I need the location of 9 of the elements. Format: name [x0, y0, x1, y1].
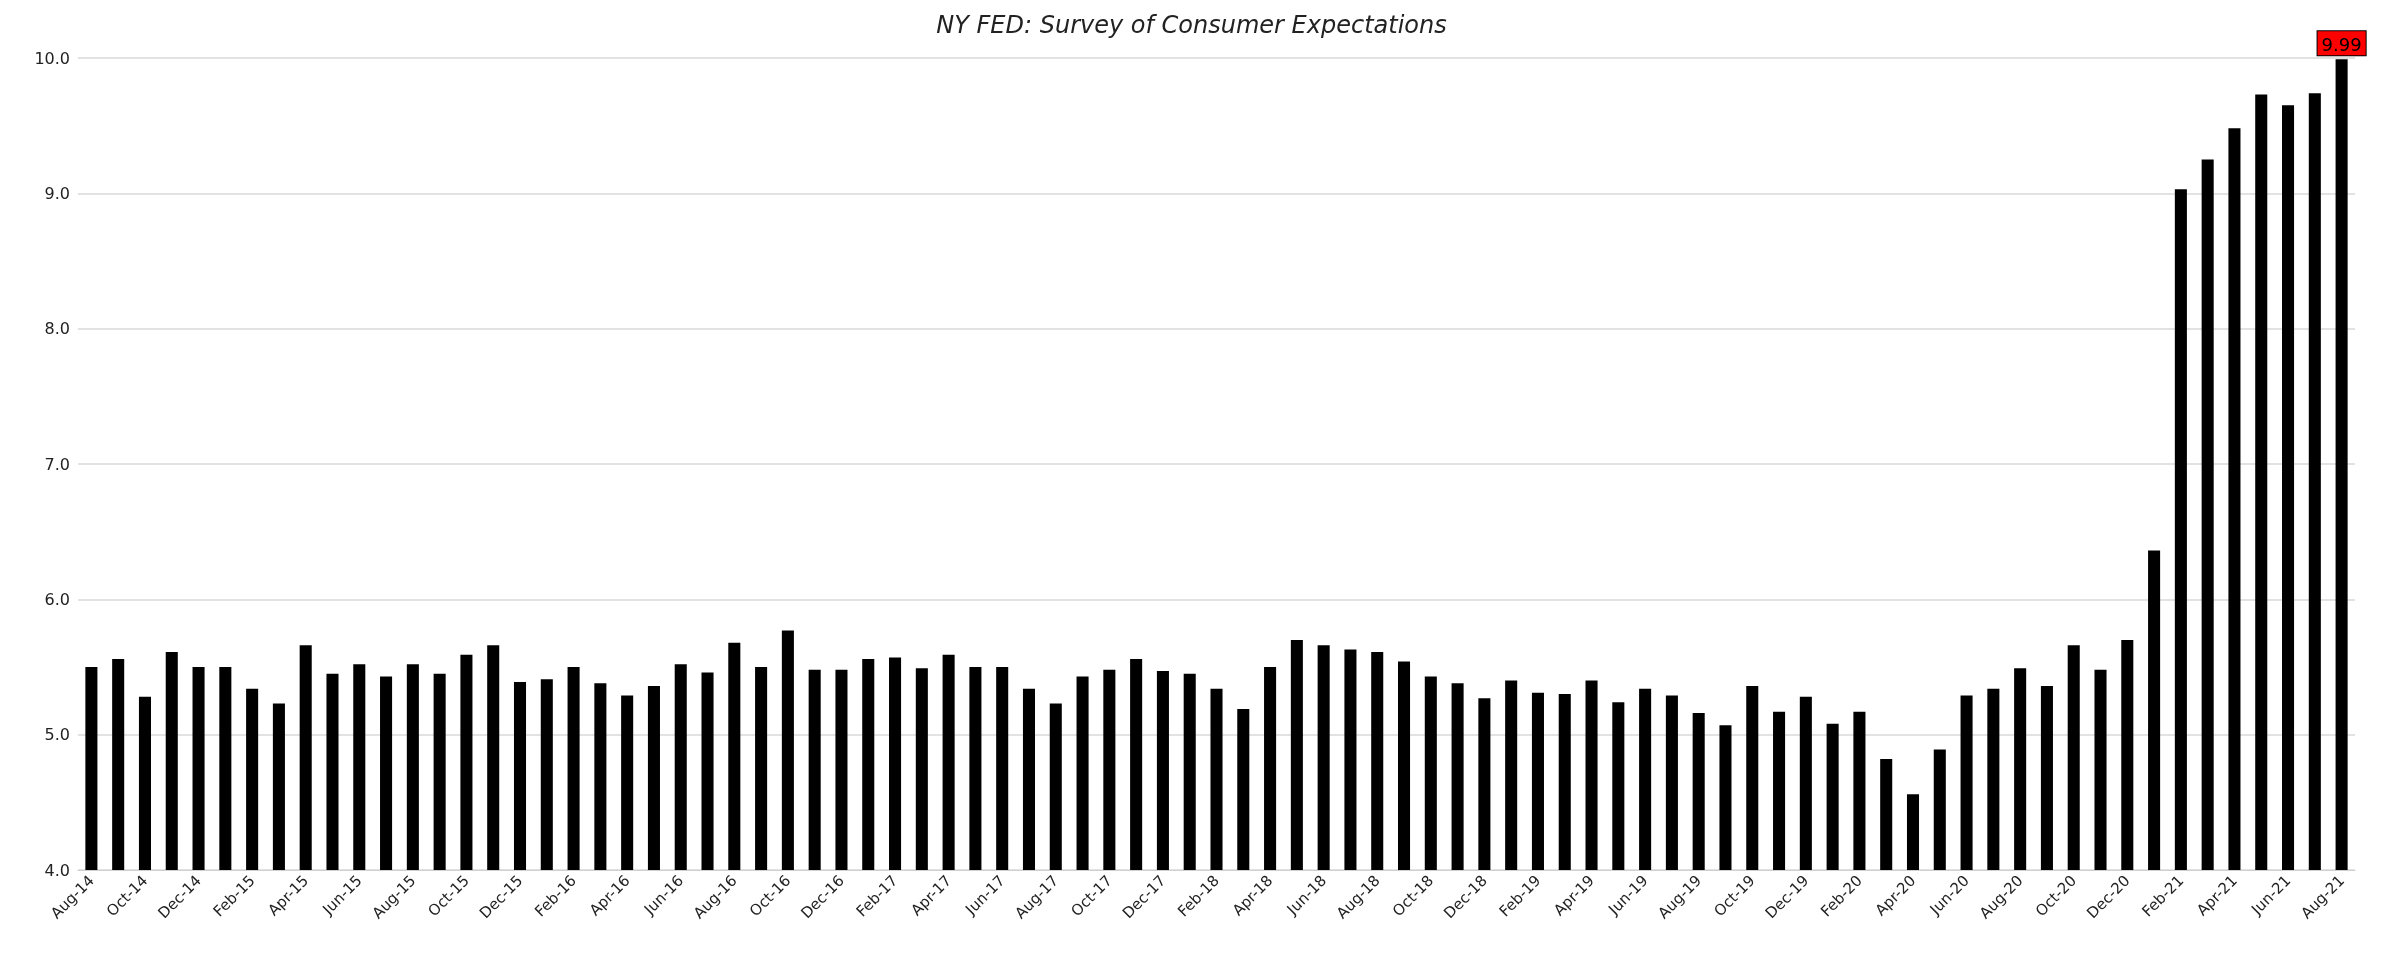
y-tick-label: 8.0	[44, 319, 70, 339]
y-tick-label: 4.0	[44, 860, 70, 880]
y-tick-label: 10.0	[34, 48, 70, 68]
y-tick-label: 7.0	[44, 454, 70, 474]
data-label: 9.99	[2321, 33, 2362, 55]
y-tick-label: 6.0	[44, 589, 70, 609]
y-tick-label: 9.0	[44, 183, 70, 203]
y-tick-label: 5.0	[44, 725, 70, 745]
chart-title: NY FED: Survey of Consumer Expectations	[936, 11, 1447, 39]
